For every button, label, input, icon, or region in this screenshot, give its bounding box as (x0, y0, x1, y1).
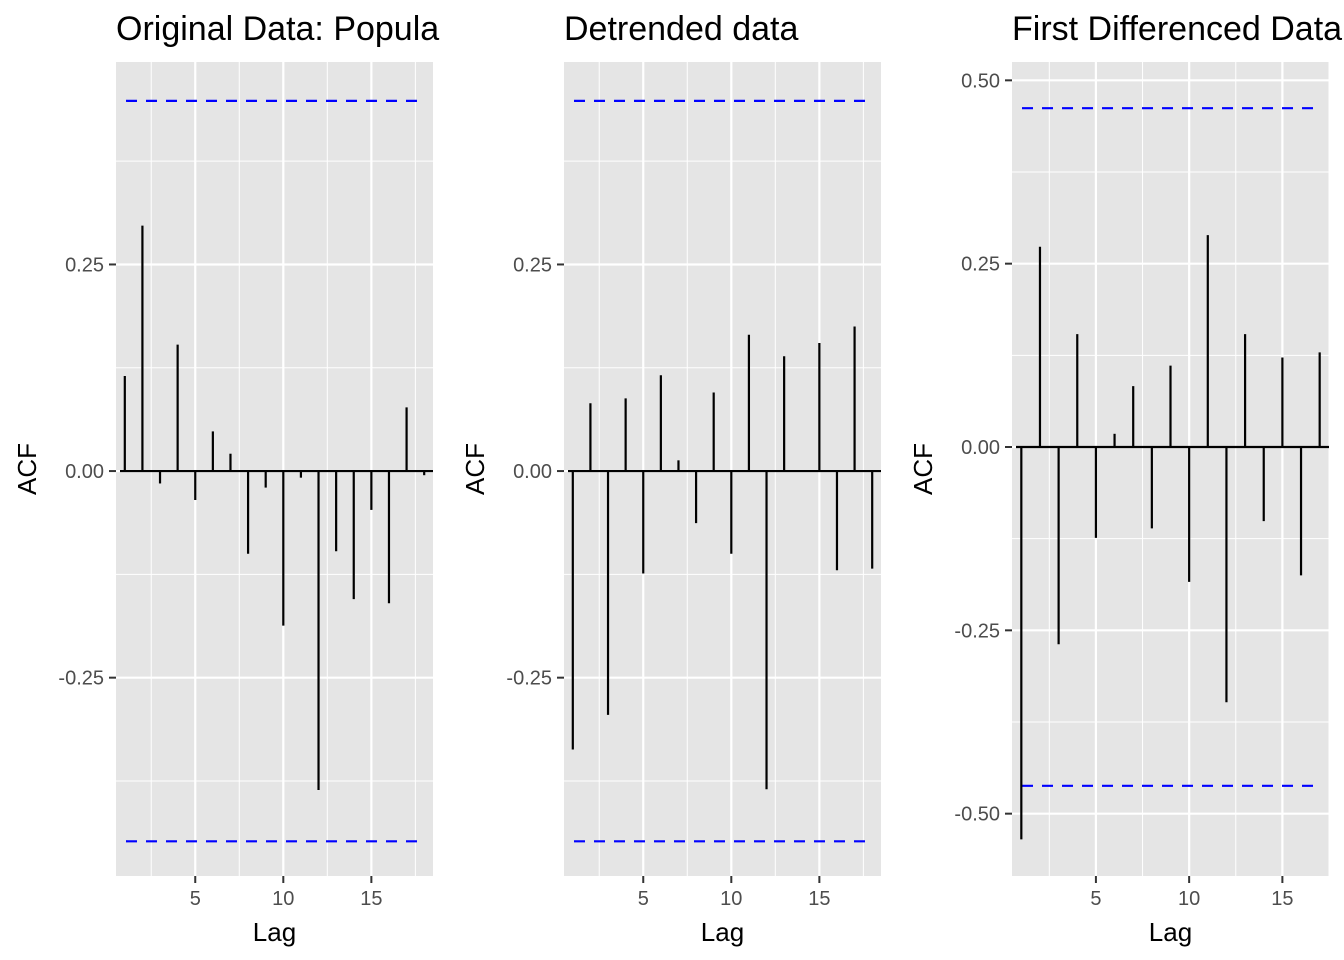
acf-bars (1020, 235, 1321, 840)
y-tick-label: 0.00 (513, 461, 552, 483)
y-tick-label: -0.25 (954, 620, 1000, 642)
x-tick-label: 15 (1271, 888, 1293, 910)
x-tick-label: 5 (1090, 888, 1101, 910)
y-axis-label: ACF (460, 443, 490, 495)
y-tick-label: 0.25 (513, 254, 552, 276)
y-tick-label: 0.25 (65, 254, 104, 276)
y-tick-label: 0.25 (961, 254, 1000, 276)
confidence-bounds (1022, 107, 1321, 787)
panel-detrended-data: 0.25 0.00 -0.25 5 10 15 Detrended data Lag A… (460, 10, 881, 947)
x-tick-label: 5 (190, 888, 201, 910)
gridlines (564, 62, 881, 876)
x-axis: 5 10 15 (638, 876, 830, 910)
x-axis-label: Lag (701, 917, 744, 947)
y-axis-label: ACF (908, 443, 938, 495)
x-tick-label: 5 (638, 888, 649, 910)
acf-bars (123, 225, 426, 791)
y-tick-label: 0.00 (65, 461, 104, 483)
x-axis-label: Lag (253, 917, 296, 947)
panel-first-differenced-data: 0.50 0.25 0.00 -0.25 -0.50 5 10 15 First Diffe… (908, 10, 1342, 947)
chart-title: Detrended data (564, 10, 798, 48)
x-axis-label: Lag (1149, 917, 1192, 947)
confidence-bounds (574, 99, 873, 843)
confidence-bounds (126, 99, 425, 843)
y-axis-label: ACF (12, 443, 42, 495)
x-tick-label: 10 (272, 888, 294, 910)
y-axis: 0.25 0.00 -0.25 (506, 254, 564, 690)
x-tick-label: 15 (360, 888, 382, 910)
y-tick-label: 0.00 (961, 437, 1000, 459)
y-tick-label: -0.25 (58, 668, 104, 690)
chart-title: First Differenced Data (1012, 10, 1342, 48)
acf-bars (571, 326, 874, 790)
x-tick-label: 10 (1178, 888, 1200, 910)
x-tick-label: 15 (808, 888, 830, 910)
x-axis: 5 10 15 (190, 876, 382, 910)
panel-original-data: 0.25 0.00 -0.25 5 10 15 Original Data: Popul… (12, 10, 439, 947)
plot-background (564, 62, 881, 876)
y-tick-label: -0.25 (506, 668, 552, 690)
y-axis: 0.50 0.25 0.00 -0.25 -0.50 (954, 70, 1012, 826)
y-tick-label: -0.50 (954, 804, 1000, 826)
plot-background (1012, 62, 1329, 876)
x-axis: 5 10 15 (1090, 876, 1294, 910)
chart-title: Original Data: Popula (116, 10, 439, 48)
plot-background (116, 62, 433, 876)
y-axis: 0.25 0.00 -0.25 (58, 254, 116, 690)
x-tick-label: 10 (720, 888, 742, 910)
y-tick-label: 0.50 (961, 70, 1000, 92)
